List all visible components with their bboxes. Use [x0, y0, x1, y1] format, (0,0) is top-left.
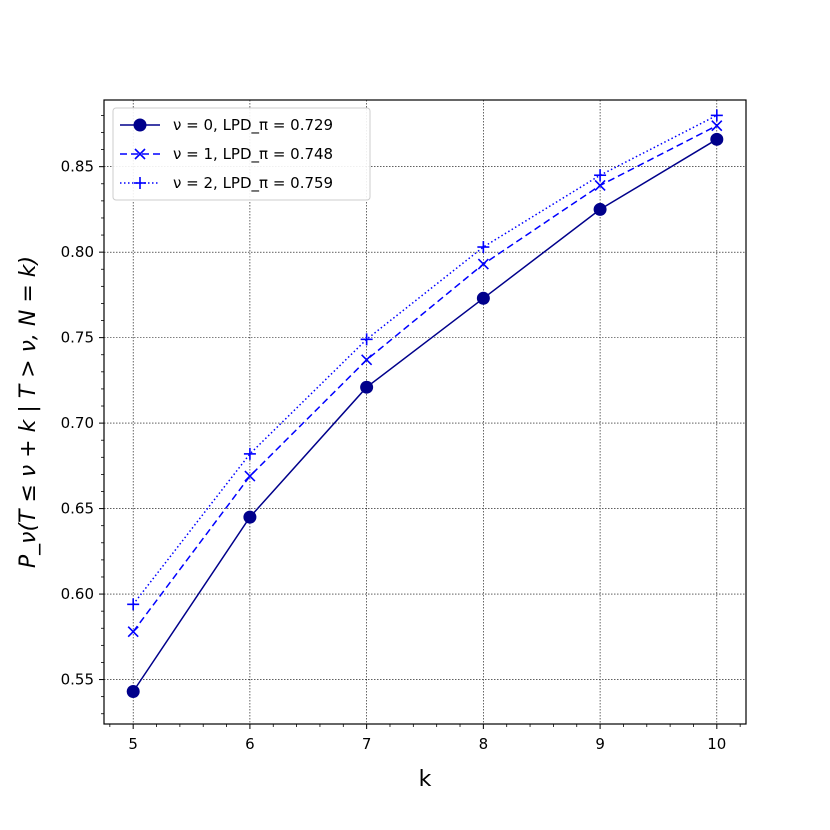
- x-tick-label: 7: [362, 735, 372, 753]
- x-tick-label: 5: [128, 735, 138, 753]
- x-tick-label: 8: [479, 735, 489, 753]
- series-line-1: [132, 124, 718, 633]
- data-point-series-1: [594, 179, 606, 192]
- legend-entry-1: ν = 1, LPD_π = 0.748: [173, 145, 333, 164]
- data-point-series-1: [361, 354, 373, 366]
- y-tick-label: 0.85: [61, 158, 94, 176]
- legend-entry-0: ν = 0, LPD_π = 0.729: [173, 116, 333, 135]
- y-tick-label: 0.55: [61, 671, 94, 689]
- y-tick-label: 0.70: [61, 414, 94, 432]
- legend-entry-2: ν = 2, LPD_π = 0.759: [173, 174, 333, 193]
- legend-marker-2: [134, 177, 146, 189]
- data-point-series-0: [360, 380, 374, 394]
- data-point-series-0: [593, 202, 607, 216]
- y-tick-label: 0.80: [61, 243, 94, 261]
- series-line-2: [132, 114, 718, 605]
- data-point-series-2: [477, 241, 490, 254]
- y-tick-label: 0.60: [61, 585, 94, 603]
- data-point-series-0: [476, 291, 490, 305]
- series-lines: [132, 114, 718, 692]
- grid: [104, 100, 746, 724]
- legend-marker-0: [133, 118, 147, 132]
- data-point-series-1: [127, 626, 139, 638]
- legend-box: [112, 107, 371, 201]
- data-point-series-1-stroke: [127, 626, 139, 638]
- data-point-series-0: [710, 132, 724, 146]
- data-point-series-1-stroke: [594, 179, 606, 192]
- data-point-series-2: [710, 109, 723, 122]
- x-axis-label: k: [419, 767, 432, 792]
- tick-labels: 5 6 7 8 9 10 0.55 0.60 0.65 0.70 0.75 0.80 0.85: [61, 158, 727, 753]
- legend: ν = 0, LPD_π = 0.729 ν = 1, LPD_π = 0.748…: [112, 107, 371, 201]
- data-point-series-0: [243, 510, 257, 524]
- x-tick-label: 9: [595, 735, 605, 753]
- plot-area: [104, 100, 746, 724]
- data-point-series-2: [243, 447, 256, 460]
- data-point-series-1-stroke: [477, 258, 489, 270]
- data-point-series-1: [477, 258, 489, 270]
- data-point-series-0: [126, 685, 140, 699]
- series-line-0: [132, 138, 718, 692]
- data-point-series-1: [711, 120, 723, 132]
- data-point-series-2: [594, 169, 607, 182]
- legend-marker-1: [134, 148, 146, 160]
- data-point-series-2: [127, 598, 140, 611]
- x-tick-label: 10: [707, 735, 726, 753]
- data-point-series-1: [244, 470, 256, 482]
- axis-ticks: [99, 114, 741, 729]
- y-axis-label: P_ν(T ≤ ν + k | T > ν, N = k): [16, 256, 41, 568]
- y-tick-label: 0.75: [61, 329, 94, 347]
- series-markers: [126, 109, 724, 699]
- data-point-series-1-stroke: [711, 120, 723, 132]
- legend-marker-1-stroke: [134, 148, 146, 160]
- data-point-series-1-stroke: [361, 354, 373, 366]
- y-tick-label: 0.65: [61, 500, 94, 518]
- data-point-series-2: [360, 333, 373, 346]
- x-tick-label: 6: [245, 735, 255, 753]
- plot-frame: [103, 99, 747, 725]
- data-point-series-1-stroke: [244, 470, 256, 482]
